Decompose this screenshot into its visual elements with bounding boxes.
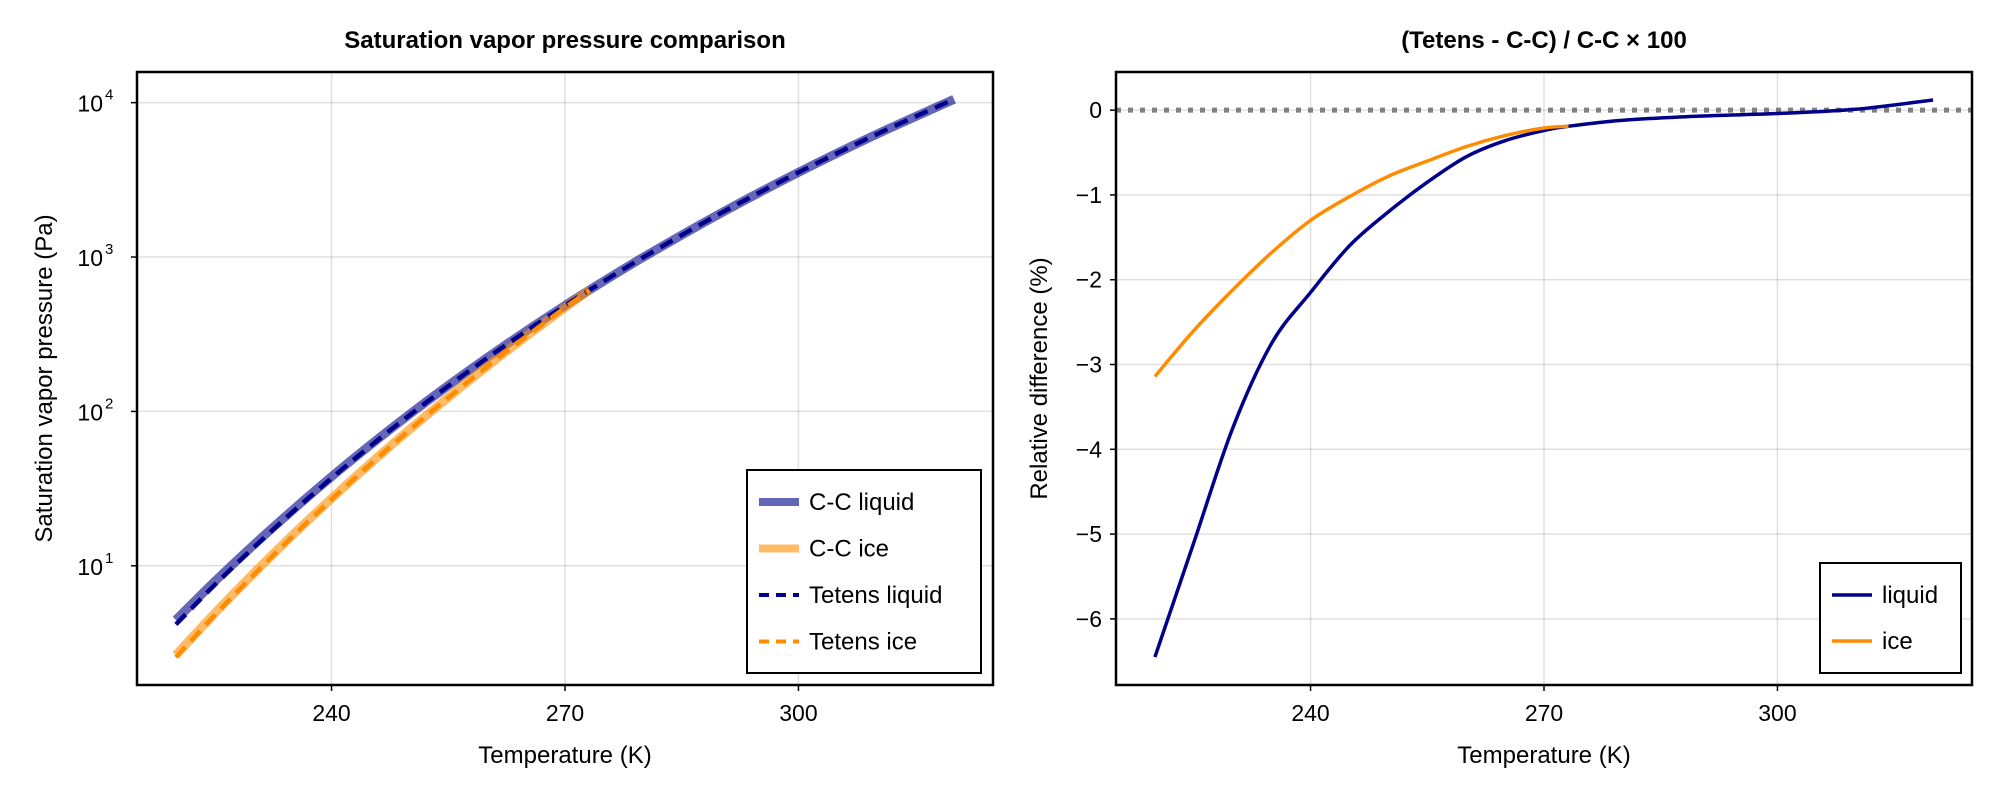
x-axis-label: Temperature (K) bbox=[478, 742, 651, 769]
relative-difference-panel: 240 270 300 0 −1 −2 −3 −4 −5 −6 (Tetens - C-C) / C… bbox=[1026, 27, 1974, 769]
y-tick-exponent: 3 bbox=[105, 241, 113, 258]
legend: liquid ice bbox=[1819, 562, 1962, 674]
x-tick-label: 300 bbox=[1758, 700, 1796, 726]
legend-label: C-C ice bbox=[809, 536, 889, 563]
series-line-tetens-liquid bbox=[174, 97, 956, 627]
y-tick-label: −6 bbox=[1076, 606, 1102, 632]
y-tick-exponent: 1 bbox=[105, 550, 113, 567]
x-tick-label: 240 bbox=[1291, 700, 1329, 726]
y-tick-label: −5 bbox=[1076, 521, 1102, 547]
series-line-c-c-ice bbox=[172, 286, 593, 659]
chart-title: Saturation vapor pressure comparison bbox=[344, 27, 785, 54]
y-axis-label: Saturation vapor pressure (Pa) bbox=[31, 214, 58, 542]
x-tick-label: 270 bbox=[1525, 700, 1563, 726]
y-tick-label: 10 bbox=[77, 245, 103, 271]
x-tick-label: 300 bbox=[779, 700, 817, 726]
legend-label: ice bbox=[1882, 628, 1913, 655]
x-axis-label: Temperature (K) bbox=[1457, 742, 1630, 769]
y-axis-label: Relative difference (%) bbox=[1026, 257, 1053, 499]
x-tick-label: 270 bbox=[546, 700, 584, 726]
series-line-tetens-ice bbox=[174, 288, 591, 659]
legend-label: Tetens ice bbox=[809, 629, 917, 656]
x-tick-label: 240 bbox=[312, 700, 350, 726]
chart-title: (Tetens - C-C) / C-C × 100 bbox=[1401, 27, 1687, 54]
y-tick-label: −2 bbox=[1076, 267, 1102, 293]
legend-label: liquid bbox=[1882, 582, 1938, 609]
series-line-liquid bbox=[1153, 98, 1934, 658]
y-tick-label: −1 bbox=[1076, 182, 1102, 208]
y-tick-label: 0 bbox=[1089, 97, 1102, 123]
legend-label: C-C liquid bbox=[809, 489, 914, 516]
legend: C-C liquid C-C ice Tetens liquid Tetens ice bbox=[746, 469, 982, 674]
y-tick-label: −3 bbox=[1076, 352, 1102, 378]
y-tick-label: 10 bbox=[77, 399, 103, 425]
y-tick-exponent: 4 bbox=[105, 87, 113, 104]
y-tick-label: 10 bbox=[77, 554, 103, 580]
y-tick-label: 10 bbox=[77, 91, 103, 117]
series-line-ice bbox=[1153, 124, 1569, 378]
legend-box bbox=[1819, 562, 1962, 674]
y-tick-exponent: 2 bbox=[105, 395, 113, 412]
y-tick-label: −4 bbox=[1076, 436, 1102, 462]
legend-label: Tetens liquid bbox=[809, 582, 942, 609]
